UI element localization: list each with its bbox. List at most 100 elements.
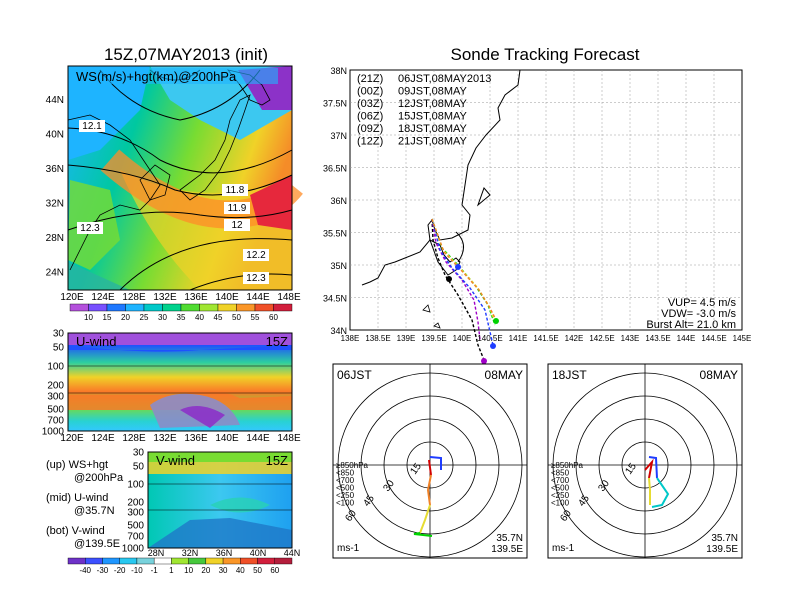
track-lon-labels: 138E 138.5E 139E 139.5E 140E 140.5E 141E 141.5E… [341,334,752,343]
ws-colorbar-label: 60 [269,313,278,322]
wind-colorbar-swatch [171,557,189,565]
contour-label-box [79,120,105,132]
wind-colorbar-label: 50 [253,566,262,575]
u-lon-label: 120E [60,433,84,444]
u-lon-labels: 120E 124E 128E 132E 136E 140E 144E 148E [60,433,301,444]
left-title: 15Z,07MAY2013 (init) [104,45,268,64]
ws-colorbar: 10 15 20 25 30 35 40 45 50 55 60 [69,303,293,322]
track-lon-label: 140E [453,334,472,343]
v-lat-labels: 28N 32N 36N 40N 44N [148,548,301,558]
map-lat-label: 36N [46,164,64,175]
u-lon-label: 148E [277,433,301,444]
u-wind-time: 15Z [266,334,288,349]
hodograph-unit: ms-1 [552,543,575,554]
ws-colorbar-swatch [143,303,163,312]
hodograph-lon: 139.5E [491,544,523,555]
u-level-label: 700 [47,416,64,427]
map-lon-label: 128E [122,292,146,303]
v-lat-label: 40N [250,548,267,558]
track-legend: (21Z) 06JST,08MAY2013 (00Z) 09JST,08MAY (03Z… [357,73,491,148]
wind-colorbar-swatch [205,557,224,565]
ws-colorbar-swatch [254,303,274,312]
wind-colorbar-label: 1 [169,566,174,575]
hodograph-date: 08MAY [700,368,738,382]
wind-colorbar-label: -40 [79,566,91,575]
track-lon-label: 141.5E [533,334,558,343]
track-lon-label: 138.5E [365,334,390,343]
legend-note: (mid) U-wind [46,492,108,504]
wind-colorbar-label: 30 [219,566,228,575]
ws-colorbar-label: 30 [158,313,167,322]
ws-colorbar-label: 50 [232,313,241,322]
u-level-label: 200 [47,381,64,392]
v-level-label: 50 [133,462,145,473]
map-lat-label: 24N [46,268,64,279]
hodograph-lon: 139.5E [706,544,738,555]
contour-label-box [224,202,250,214]
contour-label: 12 [231,220,243,231]
contour-label-box [243,249,269,261]
map-lon-label: 148E [277,292,301,303]
contour-labels: 12.1 11.8 11.9 12 12.3 12.2 12.3 [77,120,269,284]
track-lon-label: 144.5E [701,334,726,343]
track-lat-labels: 38N 37.5N 37N 36.5N 36N 35.5N 35N 34.5N 34N [323,66,347,336]
v-level-label: 100 [127,480,144,491]
hodograph-time: 06JST [337,368,372,382]
hodograph-date: 08MAY [485,368,523,382]
track-title: Sonde Tracking Forecast [451,45,640,64]
ws-colorbar-label: 55 [251,313,260,322]
hodograph-level: <250 [551,491,570,500]
u-level-label: 1000 [42,427,65,438]
ws-colorbar-swatch [199,303,219,312]
track-lon-label: 142E [565,334,584,343]
ws-colorbar-label: 15 [103,313,112,322]
ws-colorbar-swatch [217,303,237,312]
wind-colorbar-swatch [119,557,138,565]
launch-jst: 18JST,08MAY [398,123,468,135]
wind-colorbar-swatch [274,557,293,565]
contour-label: 12.2 [246,250,266,261]
ws-map [67,65,303,291]
wind-colorbar-label: -20 [114,566,126,575]
v-level-label: 30 [133,448,145,459]
u-lon-label: 136E [184,433,208,444]
track-lat-label: 38N [330,66,347,76]
launch-utc: (12Z) [357,136,383,148]
launch-jst: 15JST,08MAY [398,111,468,123]
v-level-label: 300 [127,508,144,519]
hodograph-unit: ms-1 [337,543,360,554]
wind-colorbar-swatch [222,557,241,565]
wind-colorbar-swatch [102,557,120,565]
v-wind-time: 15Z [266,453,288,468]
wind-colorbar-swatch [85,557,103,565]
ws-colorbar-label: 40 [195,313,204,322]
map-lat-label: 40N [46,130,64,141]
track-lon-label: 143E [621,334,640,343]
wind-colorbar-swatch [67,557,86,565]
launch-utc: (09Z) [357,123,383,135]
v-level-label: 500 [127,521,144,532]
v-lat-label: 36N [216,548,233,558]
ws-colorbar-swatch [106,303,126,312]
ws-colorbar-swatch [162,303,182,312]
u-level-label: 50 [53,343,65,354]
track-lat-label: 37N [330,131,347,141]
legend-note: @200hPa [74,472,124,484]
wind-colorbar-label: -1 [151,566,159,575]
map-lon-label: 136E [184,292,208,303]
flight-parameter: VUP= 4.5 m/s [668,297,737,309]
launch-utc: (06Z) [357,111,383,123]
wind-colorbar-swatch [257,557,275,565]
ws-colorbar-swatch [125,303,145,312]
section-legend: (up) WS+hgt@200hPa (mid) U-wind@35.7N (bot… [46,459,124,550]
hodograph-level: <850 [336,469,355,478]
wind-colorbar-label: -30 [97,566,109,575]
contour-label-box [243,272,269,284]
map-lon-label: 132E [153,292,177,303]
track-lat-label: 35N [330,261,347,271]
launch-jst: 06JST,08MAY2013 [398,73,491,85]
ws-colorbar-label: 10 [84,313,93,322]
